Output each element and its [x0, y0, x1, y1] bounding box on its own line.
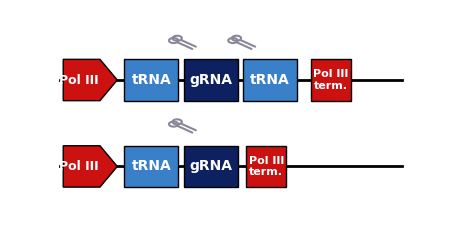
FancyBboxPatch shape	[243, 59, 297, 101]
Polygon shape	[63, 146, 117, 187]
Text: tRNA: tRNA	[131, 159, 171, 173]
Polygon shape	[63, 59, 117, 101]
Text: tRNA: tRNA	[131, 73, 171, 87]
Text: Pol III
term.: Pol III term.	[249, 156, 284, 177]
Text: tRNA: tRNA	[250, 73, 290, 87]
Text: Pol III
term.: Pol III term.	[313, 69, 349, 91]
Text: Pol III: Pol III	[59, 73, 99, 87]
FancyBboxPatch shape	[311, 59, 351, 101]
FancyBboxPatch shape	[246, 146, 287, 187]
FancyBboxPatch shape	[184, 146, 238, 187]
Text: gRNA: gRNA	[189, 159, 232, 173]
FancyBboxPatch shape	[124, 59, 178, 101]
Text: Pol III: Pol III	[59, 160, 99, 173]
FancyBboxPatch shape	[124, 146, 178, 187]
Text: gRNA: gRNA	[189, 73, 232, 87]
FancyBboxPatch shape	[184, 59, 238, 101]
